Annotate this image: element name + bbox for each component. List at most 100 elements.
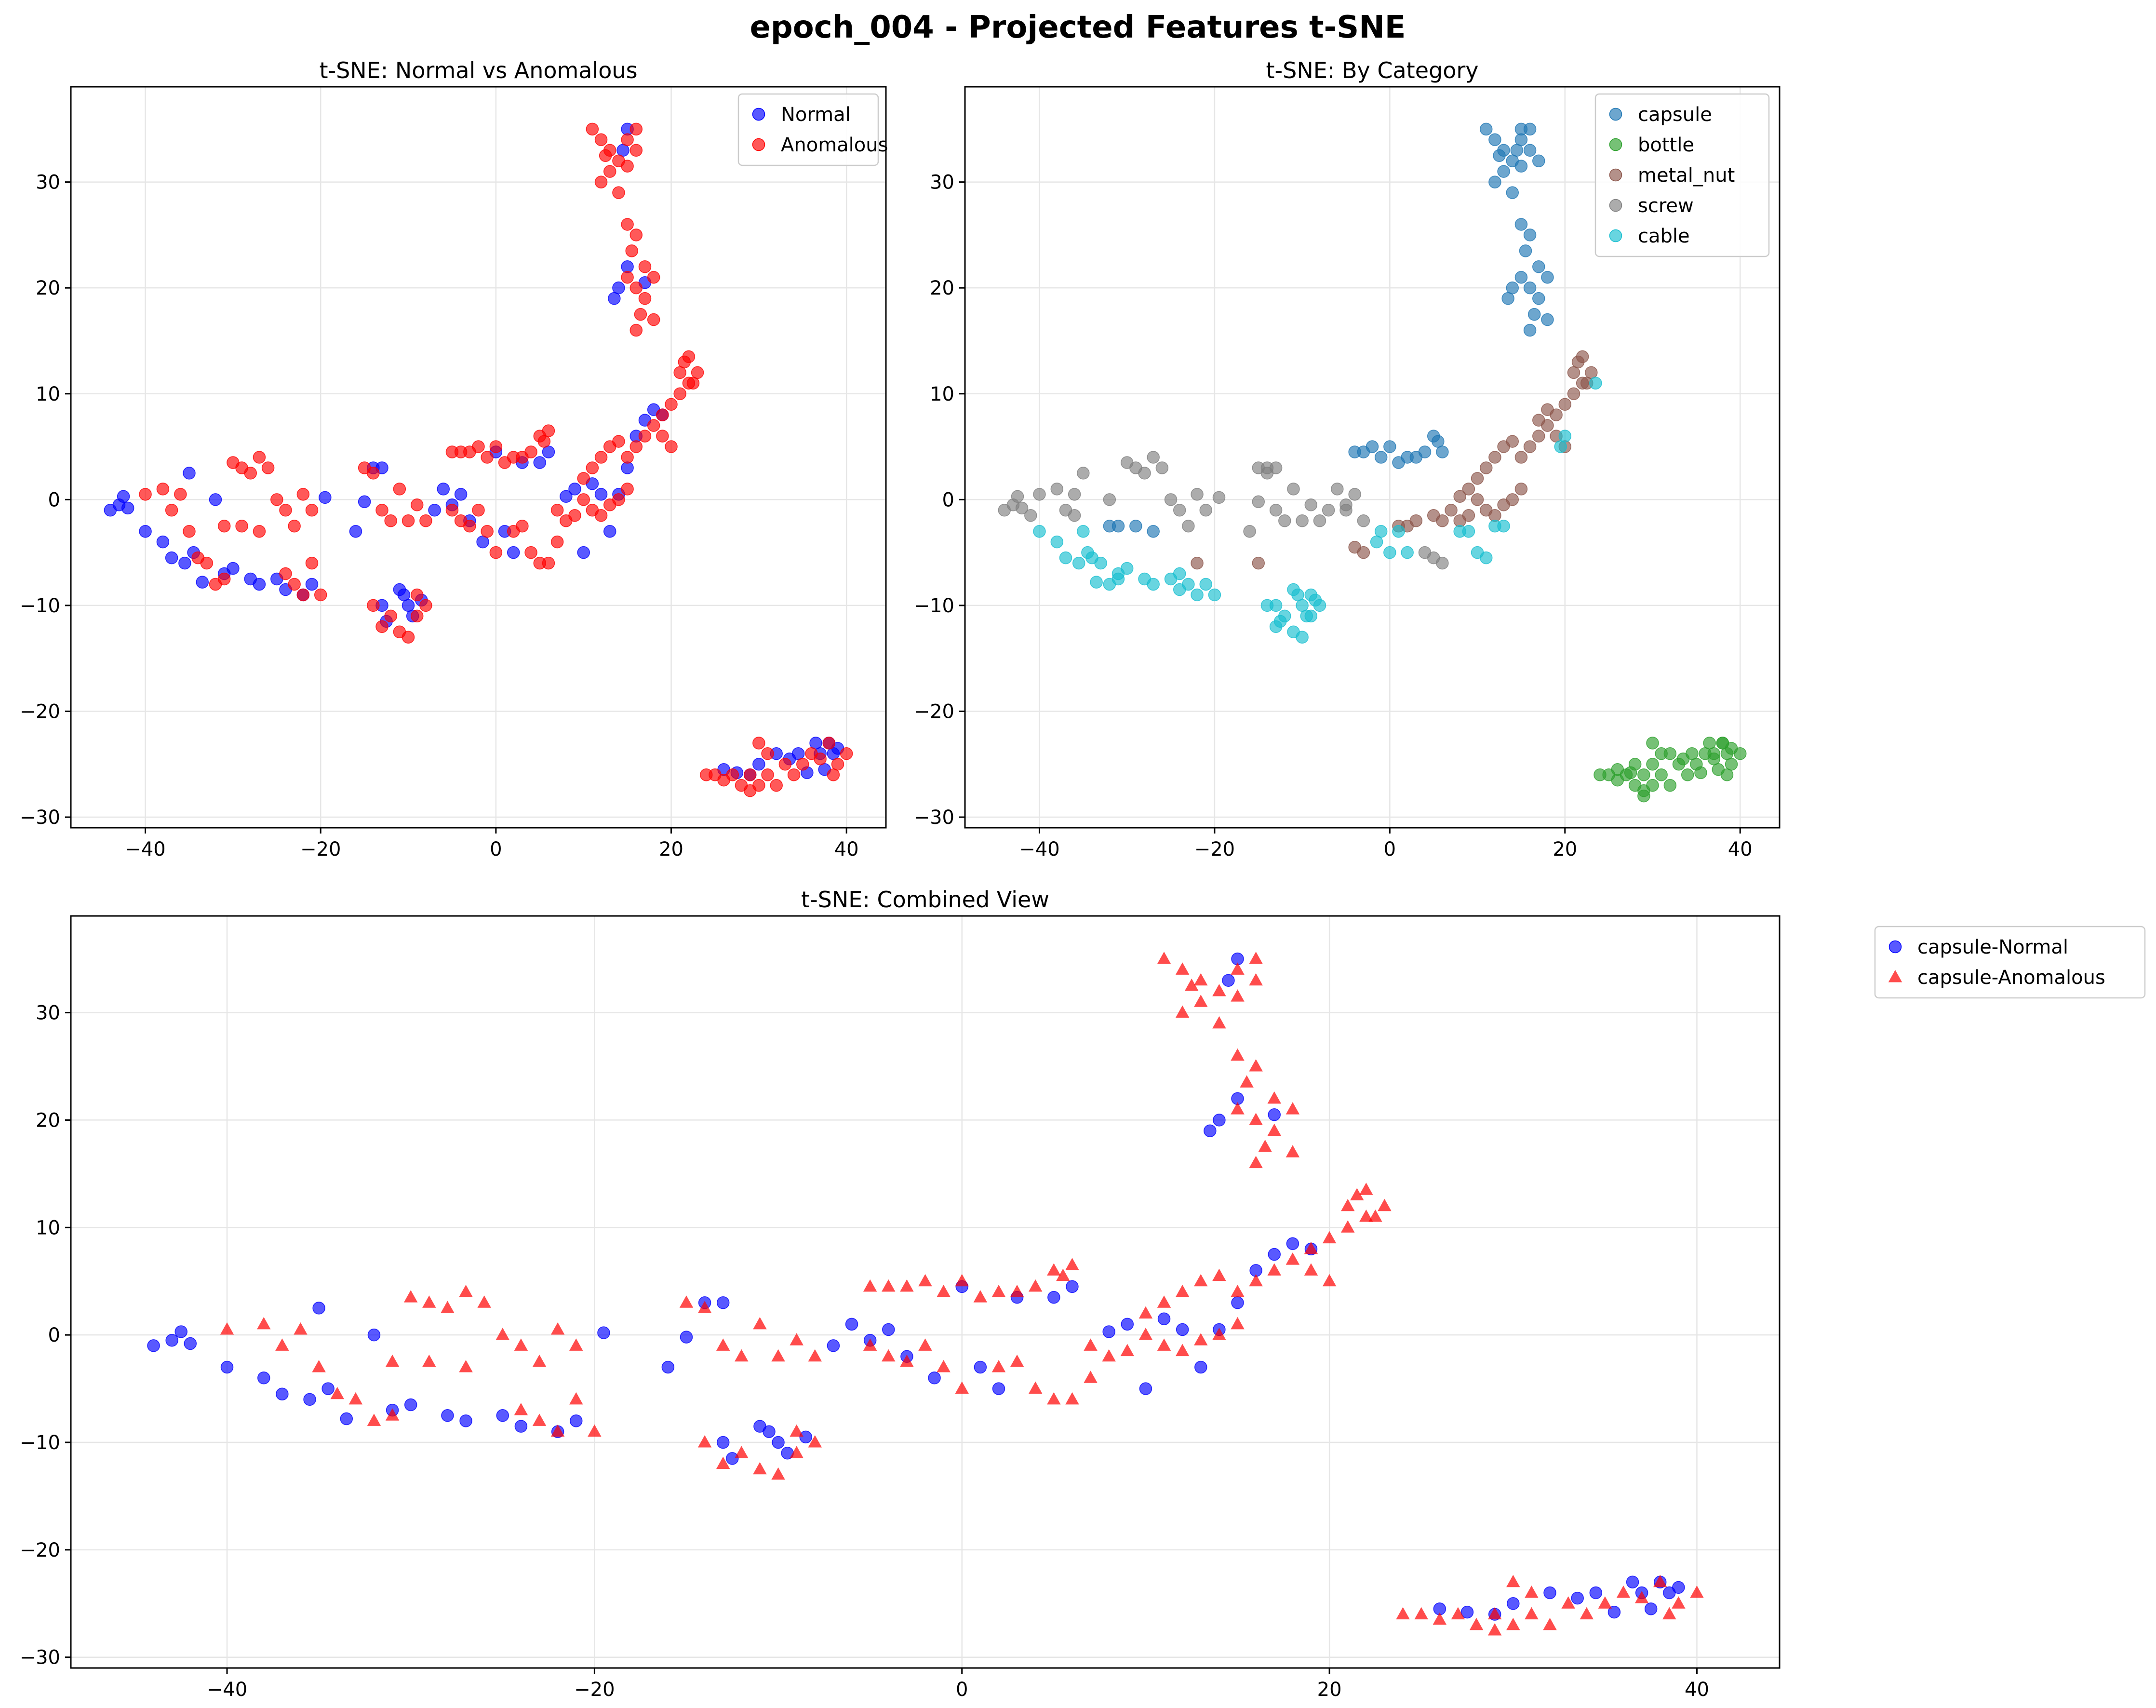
data-point <box>621 160 634 173</box>
data-point <box>761 747 774 760</box>
data-point <box>1471 493 1484 506</box>
legend-marker <box>752 138 765 151</box>
data-point <box>459 1360 473 1372</box>
data-point <box>1267 1091 1281 1104</box>
data-point <box>1111 519 1125 533</box>
data-point <box>612 493 625 506</box>
data-point <box>1523 440 1537 453</box>
data-point <box>441 1409 454 1422</box>
data-point <box>1138 467 1151 480</box>
data-point <box>1231 962 1245 975</box>
data-point <box>1519 244 1532 257</box>
data-point <box>1296 631 1309 644</box>
data-point <box>787 768 801 781</box>
data-point <box>514 1420 528 1433</box>
data-point <box>1103 493 1116 506</box>
y-tick-label: −10 <box>20 1432 60 1454</box>
data-point <box>422 1295 436 1308</box>
data-point <box>761 768 774 781</box>
y-tick-label: −30 <box>20 1647 60 1669</box>
data-point <box>1313 514 1326 527</box>
legend-box <box>1594 93 1770 257</box>
data-point <box>1707 747 1720 760</box>
legend-marker <box>1609 168 1622 182</box>
data-point <box>1260 467 1274 480</box>
legend-label: metal_nut <box>1638 164 1735 187</box>
data-point <box>1506 435 1519 448</box>
data-point <box>349 525 362 538</box>
data-point <box>385 1408 400 1421</box>
data-point <box>1249 1156 1263 1169</box>
data-point <box>1157 952 1171 964</box>
data-point <box>1050 483 1064 496</box>
data-point <box>1094 556 1107 570</box>
data-point <box>1191 588 1204 602</box>
data-point <box>1033 488 1046 501</box>
data-point <box>121 501 134 515</box>
data-point <box>1663 747 1677 760</box>
data-point <box>1350 1188 1364 1200</box>
data-point <box>1514 160 1528 173</box>
data-point <box>514 1338 528 1351</box>
data-point <box>1278 514 1291 527</box>
data-point <box>1510 144 1524 157</box>
y-tick-label: −20 <box>914 700 954 723</box>
data-point <box>1059 551 1072 565</box>
data-point <box>532 1354 547 1367</box>
data-point <box>1506 1574 1520 1587</box>
data-point <box>403 1290 418 1303</box>
data-point <box>1212 1328 1226 1340</box>
data-point <box>165 1334 178 1347</box>
data-point <box>524 546 537 559</box>
data-point <box>1368 1210 1382 1222</box>
data-point <box>1571 1591 1584 1605</box>
data-point <box>1147 578 1160 591</box>
series-cable <box>1033 377 1602 644</box>
data-point <box>1401 546 1414 559</box>
data-point <box>516 519 529 533</box>
data-point <box>367 1328 381 1342</box>
data-point <box>184 1337 197 1350</box>
data-point <box>410 498 424 511</box>
data-point <box>1558 430 1572 443</box>
data-point <box>1139 1382 1152 1395</box>
data-point <box>1589 1586 1603 1600</box>
series-screw <box>998 451 1449 570</box>
data-point <box>763 1425 776 1438</box>
data-point <box>790 1424 803 1437</box>
data-point <box>686 377 700 390</box>
data-point <box>629 229 643 242</box>
data-point <box>1231 1048 1245 1061</box>
data-point <box>1157 1312 1171 1325</box>
data-point <box>550 1424 565 1437</box>
data-point <box>560 490 573 503</box>
data-point <box>1532 430 1545 443</box>
data-point <box>1102 1325 1115 1338</box>
data-point <box>882 1349 896 1362</box>
data-point <box>1374 525 1388 538</box>
legend-box <box>737 93 879 166</box>
data-point <box>1286 1102 1300 1115</box>
data-point <box>1084 1371 1098 1383</box>
data-point <box>165 504 178 517</box>
legend-label: capsule-Normal <box>1917 936 2068 958</box>
data-point <box>955 1274 969 1287</box>
data-point <box>1164 493 1178 506</box>
data-point <box>973 1290 988 1303</box>
data-point <box>463 519 476 533</box>
data-point <box>235 519 248 533</box>
data-point <box>753 1317 767 1330</box>
x-tick-label: 40 <box>1728 838 1753 861</box>
data-point <box>253 525 266 538</box>
data-point <box>1694 766 1707 780</box>
data-point <box>599 149 612 162</box>
data-point <box>1090 576 1103 589</box>
data-point <box>629 440 643 453</box>
data-point <box>183 467 196 480</box>
data-point <box>1268 1248 1281 1261</box>
data-point <box>594 175 608 188</box>
x-tick-label: 40 <box>834 838 859 861</box>
data-point <box>1268 1108 1281 1121</box>
y-tick-label: 20 <box>930 277 954 299</box>
data-point <box>937 1360 951 1372</box>
